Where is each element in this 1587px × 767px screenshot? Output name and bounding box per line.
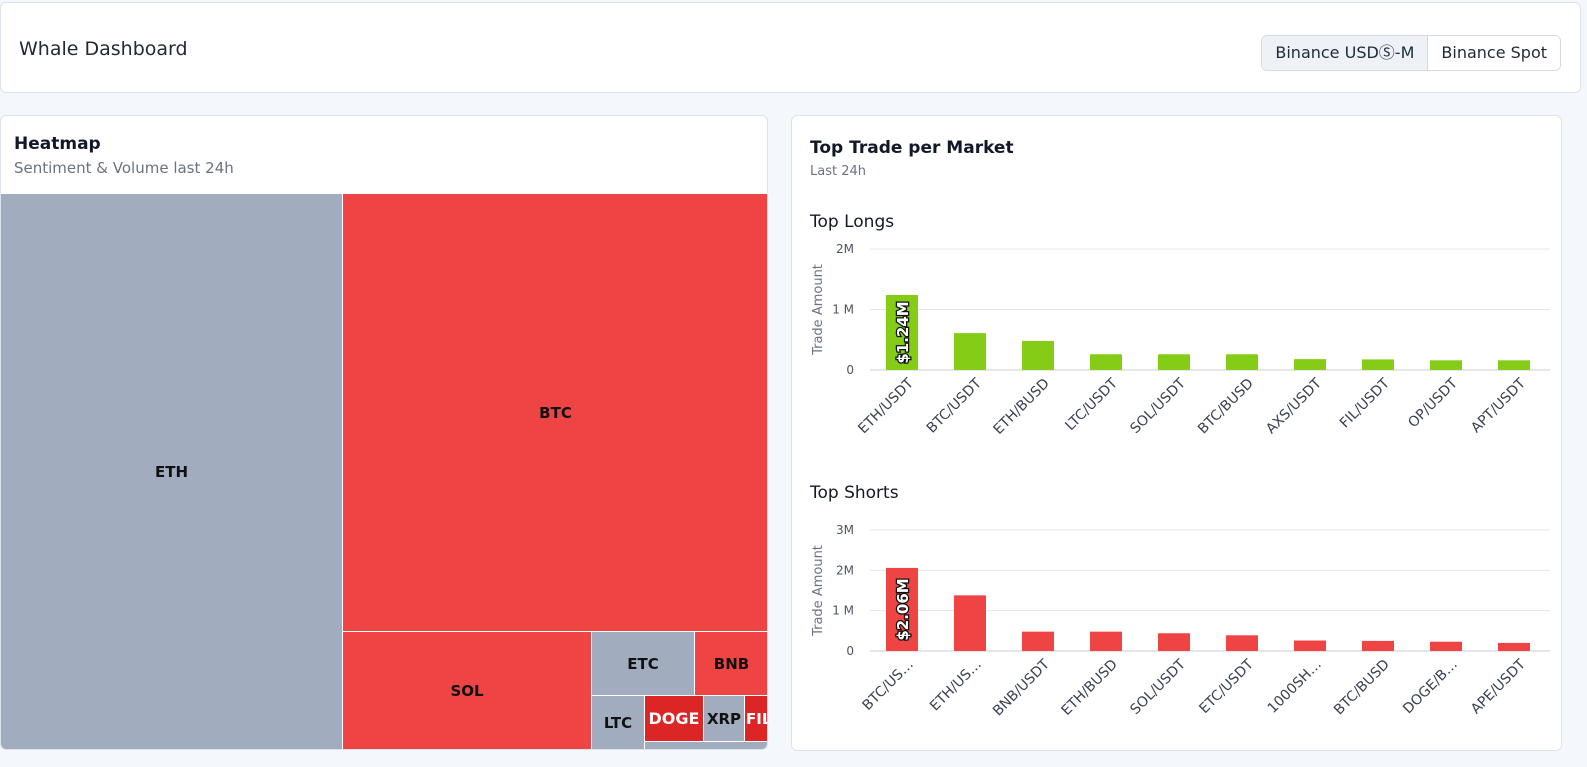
y-tick-label: 2M — [836, 563, 854, 577]
bar-btc-busd[interactable] — [1226, 354, 1258, 370]
x-tick-label: BTC/BUSD — [1331, 657, 1393, 719]
x-tick-label: BTC/US… — [860, 657, 917, 714]
bar-axs-usdt[interactable] — [1294, 359, 1326, 370]
top-shorts-chart: 0 1 M 2M 3M Trade Amount $2.06M BTC/US… ETH/US…… — [811, 523, 1550, 719]
x-tick-label: BTC/BUSD — [1195, 376, 1257, 438]
x-tick-label: ETH/USDT — [855, 375, 917, 437]
y-tick-label: 0 — [846, 363, 854, 377]
bar-sol-usdt[interactable] — [1158, 633, 1190, 651]
heatmap-cell-fil[interactable]: FIL — [745, 696, 767, 742]
bar-btc-busd[interactable] — [1362, 640, 1394, 651]
bar-sol-usdt[interactable] — [1158, 354, 1190, 370]
top-trade-subtitle: Last 24h — [810, 164, 866, 179]
bar-op-usdt[interactable] — [1430, 360, 1462, 370]
y-tick-label: 0 — [846, 644, 854, 658]
data-label: $1.24M — [894, 301, 912, 363]
exchange-tab-binance-spot[interactable]: Binance Spot — [1428, 36, 1560, 70]
x-tick-label: SOL/USDT — [1127, 656, 1189, 718]
dashboard-header: Whale Dashboard Binance USDⓈ-M Binance S… — [0, 2, 1581, 93]
x-tick-label: 1000SH… — [1265, 657, 1325, 717]
heatmap-cell-doge[interactable]: DOGE — [645, 696, 704, 742]
heatmap-cell-eth[interactable]: ETH — [1, 194, 343, 749]
top-longs-title: Top Longs — [810, 212, 895, 232]
exchange-switcher: Binance USDⓈ-M Binance Spot — [1261, 35, 1561, 71]
y-tick-label: 1 M — [832, 303, 854, 317]
bar-eth-usdt[interactable] — [886, 294, 918, 370]
page-title: Whale Dashboard — [19, 38, 188, 60]
top-trade-card: Top Trade per Market Last 24h Top Longs … — [791, 115, 1562, 751]
x-tick-label: ETH/BUSD — [990, 376, 1052, 438]
bar-apt-usdt[interactable] — [1498, 360, 1530, 370]
heatmap-card: Heatmap Sentiment & Volume last 24h ETH … — [0, 115, 768, 750]
y-tick-label: 3M — [836, 523, 854, 537]
x-tick-label: SOL/USDT — [1127, 375, 1189, 437]
y-tick-label: 2M — [836, 242, 854, 256]
heatmap-treemap: ETH BTC SOL ETC BNB LTC DOGE XRP FIL — [1, 194, 767, 749]
exchange-tab-binance-usdm[interactable]: Binance USDⓈ-M — [1262, 36, 1429, 70]
heatmap-subtitle: Sentiment & Volume last 24h — [14, 159, 234, 177]
top-shorts-title: Top Shorts — [810, 483, 899, 503]
bar-fil-usdt[interactable] — [1362, 359, 1394, 370]
heatmap-cell-bnb[interactable]: BNB — [695, 632, 767, 696]
x-tick-label: BTC/USDT — [924, 375, 985, 436]
bar-eth-busd[interactable] — [1022, 340, 1054, 370]
bar-1000sh-[interactable] — [1294, 640, 1326, 651]
x-tick-label: APT/USDT — [1468, 375, 1529, 436]
bar-doge-b-[interactable] — [1430, 641, 1462, 651]
x-tick-label: BNB/USDT — [990, 656, 1053, 719]
x-tick-label: DOGE/B… — [1400, 657, 1461, 718]
y-axis-label: Trade Amount — [811, 545, 826, 637]
heatmap-cell-btc[interactable]: BTC — [343, 194, 767, 632]
bar-eth-busd[interactable] — [1090, 631, 1122, 651]
x-tick-label: LTC/USDT — [1062, 375, 1121, 434]
y-tick-label: 1 M — [832, 604, 854, 618]
y-axis-label: Trade Amount — [811, 264, 826, 356]
data-label: $2.06M — [894, 578, 912, 640]
bar-etc-usdt[interactable] — [1226, 635, 1258, 651]
bar-btc-usdt[interactable] — [954, 333, 986, 370]
x-tick-label: FIL/USDT — [1337, 375, 1393, 431]
x-tick-label: ETH/BUSD — [1058, 657, 1120, 719]
top-trade-title: Top Trade per Market — [810, 138, 1014, 158]
bar-bnb-usdt[interactable] — [1022, 631, 1054, 651]
top-longs-chart: 0 1 M 2M Trade Amount $1.24M ETH/USDT BTC/USDT… — [811, 242, 1550, 438]
bar-eth-us-[interactable] — [954, 595, 986, 651]
heatmap-cell-etc[interactable]: ETC — [592, 632, 695, 696]
x-tick-label: ETH/US… — [927, 657, 985, 715]
heatmap-title: Heatmap — [14, 134, 101, 154]
heatmap-cell-xrp[interactable]: XRP — [704, 696, 745, 742]
bar-ltc-usdt[interactable] — [1090, 354, 1122, 370]
x-tick-label: AXS/USDT — [1263, 375, 1325, 437]
bar-btc-us-[interactable] — [886, 567, 918, 651]
heatmap-cell-ltc[interactable]: LTC — [592, 696, 645, 749]
x-tick-label: APE/USDT — [1468, 656, 1529, 717]
x-tick-label: OP/USDT — [1405, 375, 1461, 431]
bar-ape-usdt[interactable] — [1498, 642, 1530, 651]
heatmap-cell-sol[interactable]: SOL — [343, 632, 592, 749]
heatmap-cell-other[interactable] — [645, 742, 767, 749]
x-tick-label: ETC/USDT — [1196, 656, 1257, 717]
